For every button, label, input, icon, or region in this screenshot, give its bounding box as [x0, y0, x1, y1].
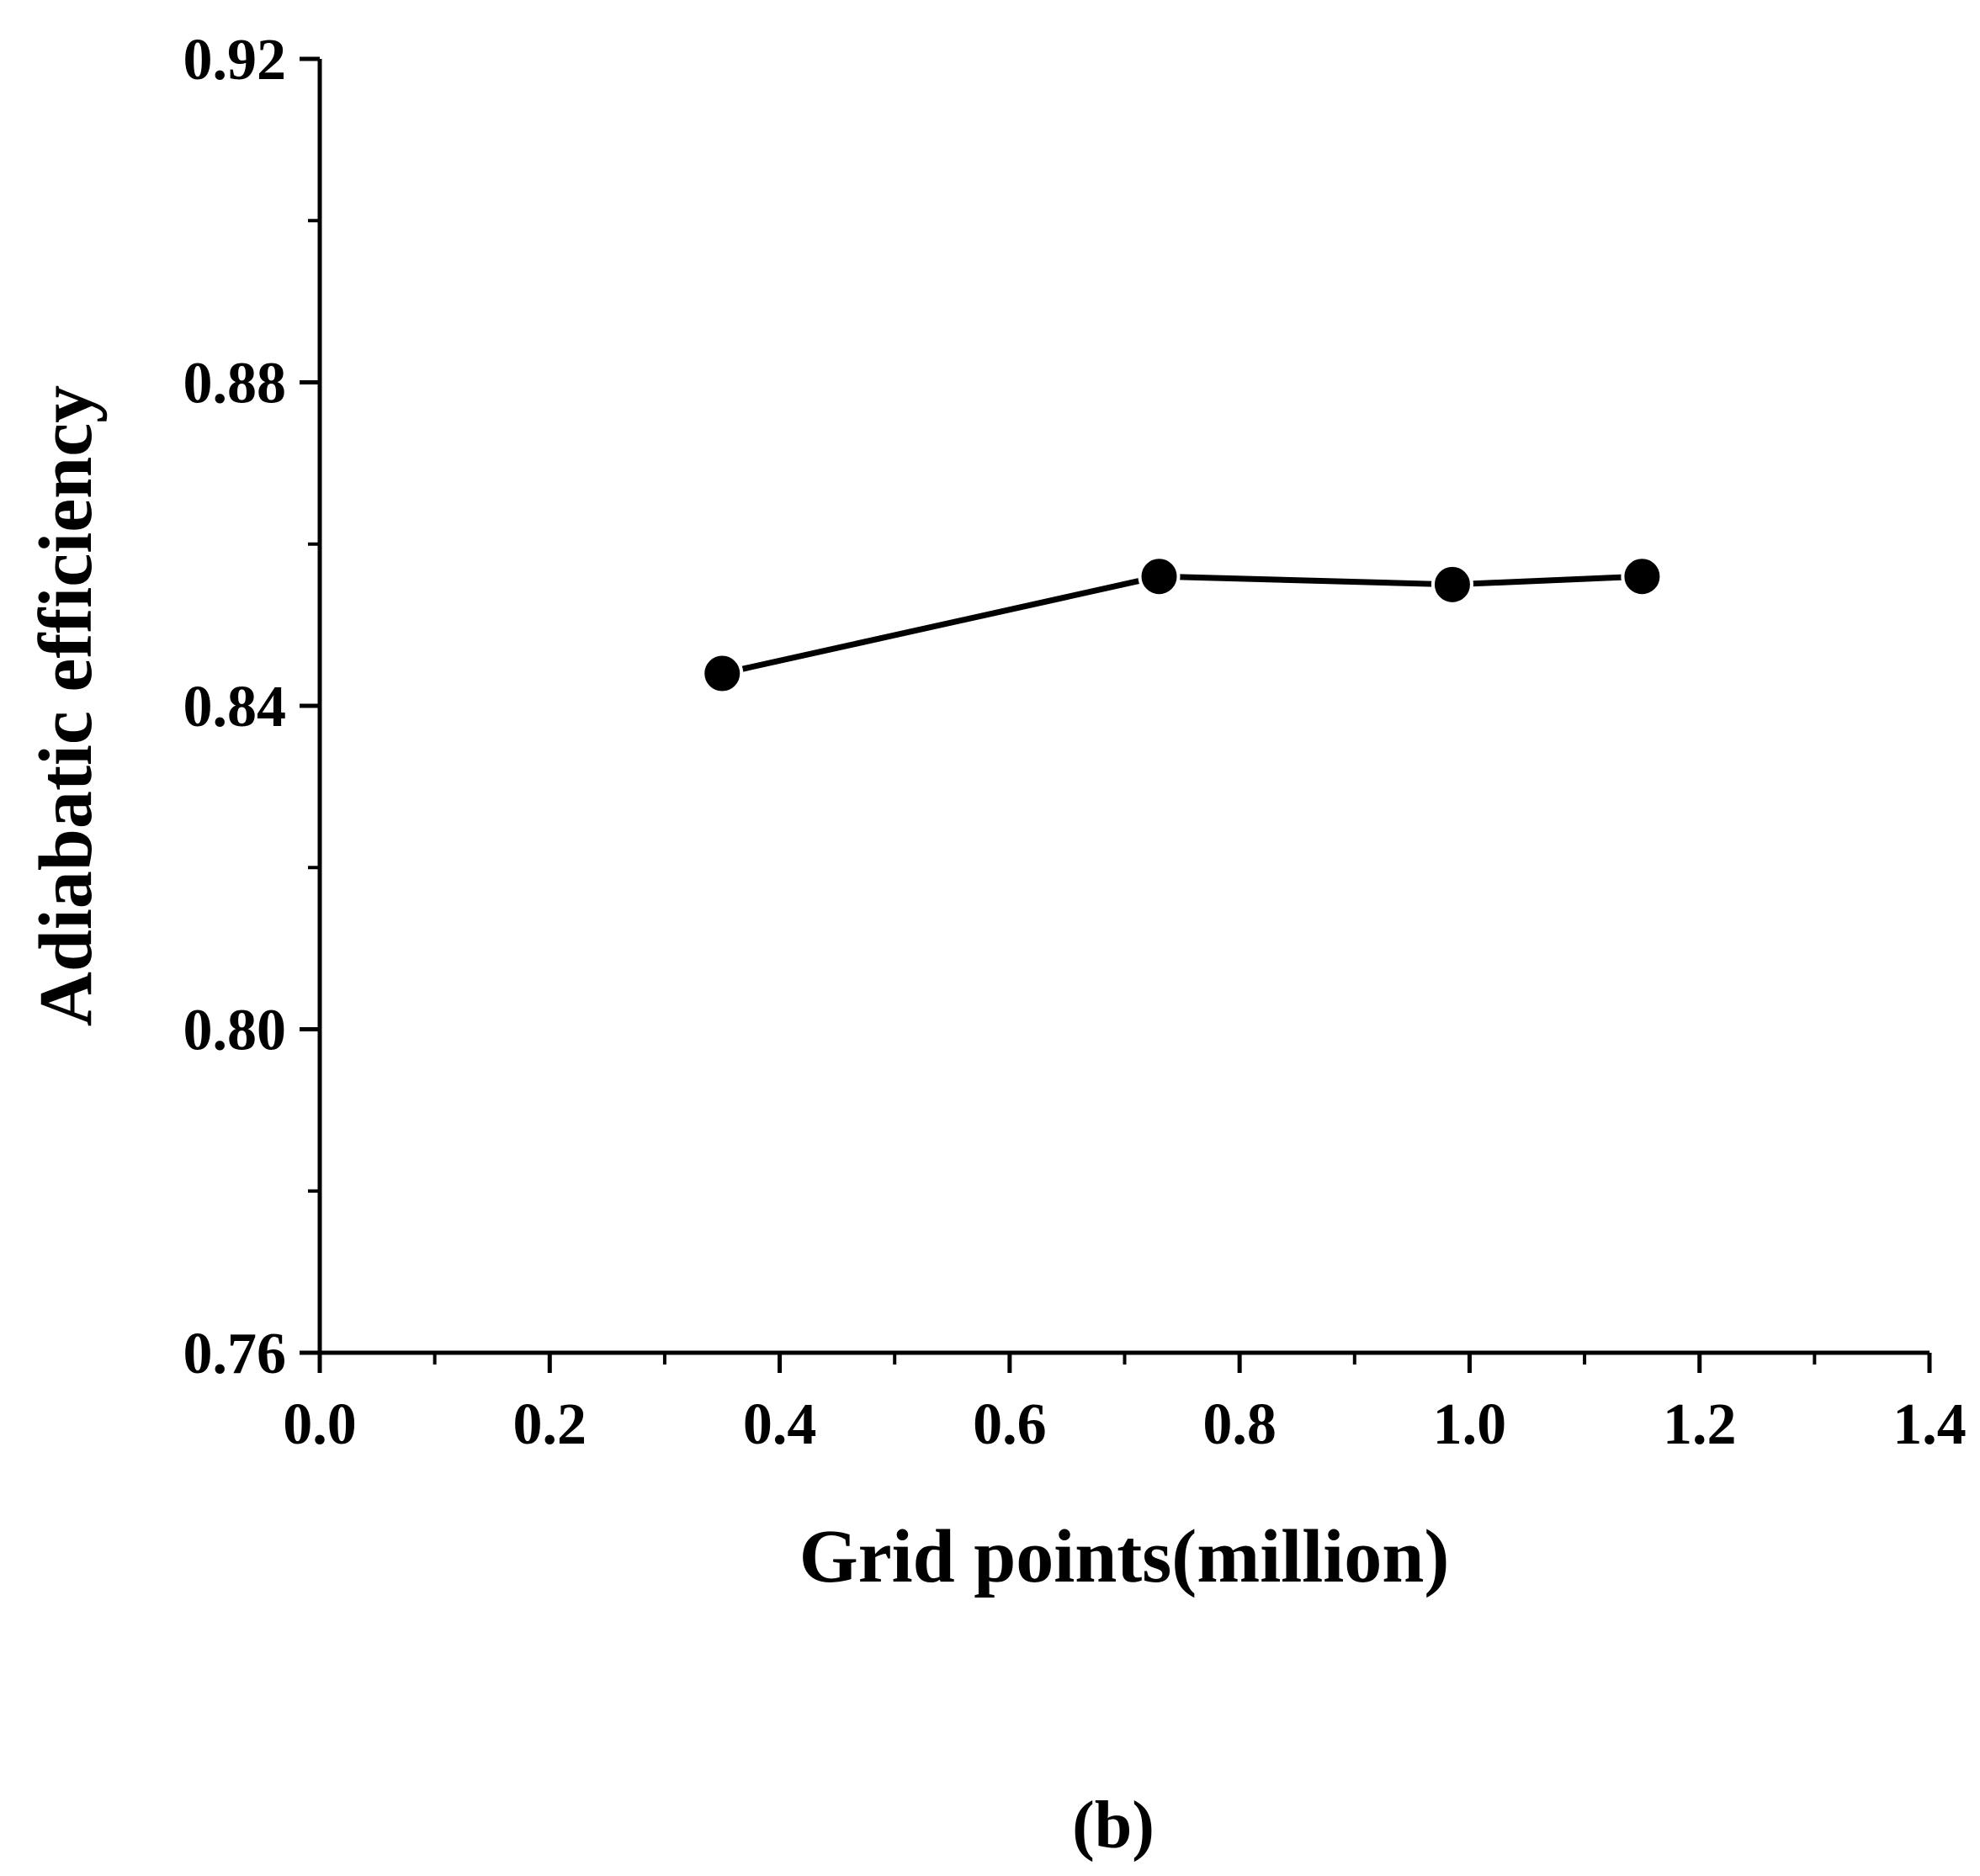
y-tick-label: 0.80 [183, 999, 287, 1063]
data-point [1621, 555, 1664, 598]
x-tick-label: 1.0 [1433, 1392, 1507, 1457]
data-point [701, 652, 744, 695]
series-line [721, 573, 1643, 676]
y-tick-label: 0.84 [183, 675, 287, 739]
y-axis-title: Adiabatic efficiency [24, 385, 108, 1026]
data-point [1138, 555, 1181, 598]
x-tick-label: 1.4 [1892, 1392, 1967, 1457]
y-tick-label: 0.92 [183, 28, 287, 93]
x-tick-label: 0.0 [283, 1392, 357, 1457]
x-tick-label: 0.6 [973, 1392, 1047, 1457]
y-tick-group: 0.76 0.80 0.84 0.88 0.92 [183, 28, 320, 1386]
x-tick-label: 0.8 [1202, 1392, 1277, 1457]
figure-caption: (b) [1072, 1789, 1155, 1863]
x-tick-label: 1.2 [1663, 1392, 1737, 1457]
x-axis-title: Grid points(million) [799, 1515, 1450, 1598]
data-point [1431, 563, 1473, 606]
x-tick-label: 0.4 [743, 1392, 817, 1457]
x-tick-group: 0.0 0.2 0.4 0.6 0.8 1.0 1.2 1.4 [283, 1353, 1967, 1457]
y-tick-label: 0.76 [183, 1322, 287, 1386]
y-tick-label: 0.88 [183, 352, 287, 416]
x-tick-label: 0.2 [513, 1392, 587, 1457]
series-group [701, 555, 1664, 695]
